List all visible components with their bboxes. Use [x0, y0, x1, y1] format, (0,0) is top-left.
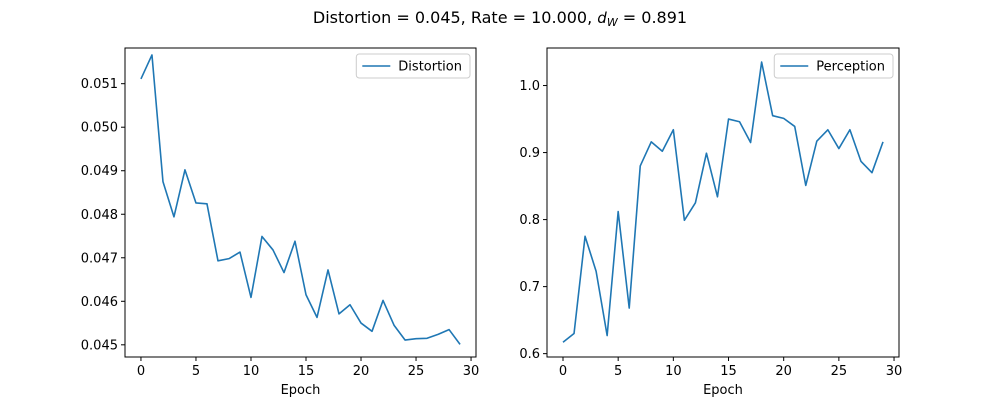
figure-title-subscript: W	[606, 16, 618, 29]
legend: Perception	[773, 53, 894, 79]
y-tick-label: 0.8	[519, 213, 540, 228]
legend-box	[773, 53, 894, 79]
axes-frame	[546, 47, 900, 358]
y-tick-label: 1.0	[519, 79, 540, 94]
y-tick-label: 0.046	[81, 295, 118, 310]
x-tick-label: 30	[463, 364, 480, 379]
axes-1: 0.045 0.046 0.047 0.048 0.049 0.050 0.051 0 5 10 1…	[81, 47, 480, 398]
x-tick-label: 5	[192, 364, 200, 379]
x-tick-label: 30	[886, 364, 903, 379]
legend-label: Perception	[816, 60, 885, 75]
x-tick-label: 25	[831, 364, 848, 379]
y-tick-label: 0.045	[81, 338, 118, 353]
axes-frame	[124, 47, 477, 358]
figure-title: Distortion = 0.045, Rate = 10.000, dW = …	[0, 8, 1000, 29]
x-tick-label: 20	[353, 364, 370, 379]
x-tick-label: 25	[408, 364, 425, 379]
y-tick-label: 0.6	[519, 347, 540, 362]
figure-title-d: d	[597, 9, 607, 27]
legend: Distortion	[355, 53, 471, 79]
figure-title-prefix: Distortion = 0.045, Rate = 10.000,	[312, 8, 598, 27]
x-axis-label: Epoch	[281, 383, 321, 398]
y-tick-label: 0.051	[81, 77, 118, 92]
series-line-perception	[562, 61, 884, 343]
x-tick-label: 0	[137, 364, 145, 379]
x-tick-label: 0	[559, 364, 567, 379]
y-tick-label: 0.048	[81, 208, 118, 223]
x-tick-label: 15	[298, 364, 315, 379]
series-line-distortion	[140, 54, 461, 345]
legend-label: Distortion	[398, 60, 462, 75]
x-tick-label: 10	[243, 364, 260, 379]
y-tick-label: 0.9	[519, 146, 540, 161]
x-tick-label: 20	[775, 364, 792, 379]
x-tick-label: 15	[720, 364, 737, 379]
y-tick-label: 0.7	[519, 280, 540, 295]
x-tick-label: 5	[614, 364, 622, 379]
x-axis-label: Epoch	[703, 383, 743, 398]
x-tick-label: 10	[665, 364, 682, 379]
figure-title-suffix: = 0.891	[617, 8, 688, 27]
y-tick-label: 0.049	[81, 164, 118, 179]
y-tick-label: 0.047	[81, 251, 118, 266]
axes-2: 0.6 0.7 0.8 0.9 1.0 0 5 10 15 20 25 30 Epoch Percepti…	[519, 47, 903, 398]
y-tick-label: 0.050	[81, 121, 118, 136]
legend-box	[355, 53, 471, 79]
